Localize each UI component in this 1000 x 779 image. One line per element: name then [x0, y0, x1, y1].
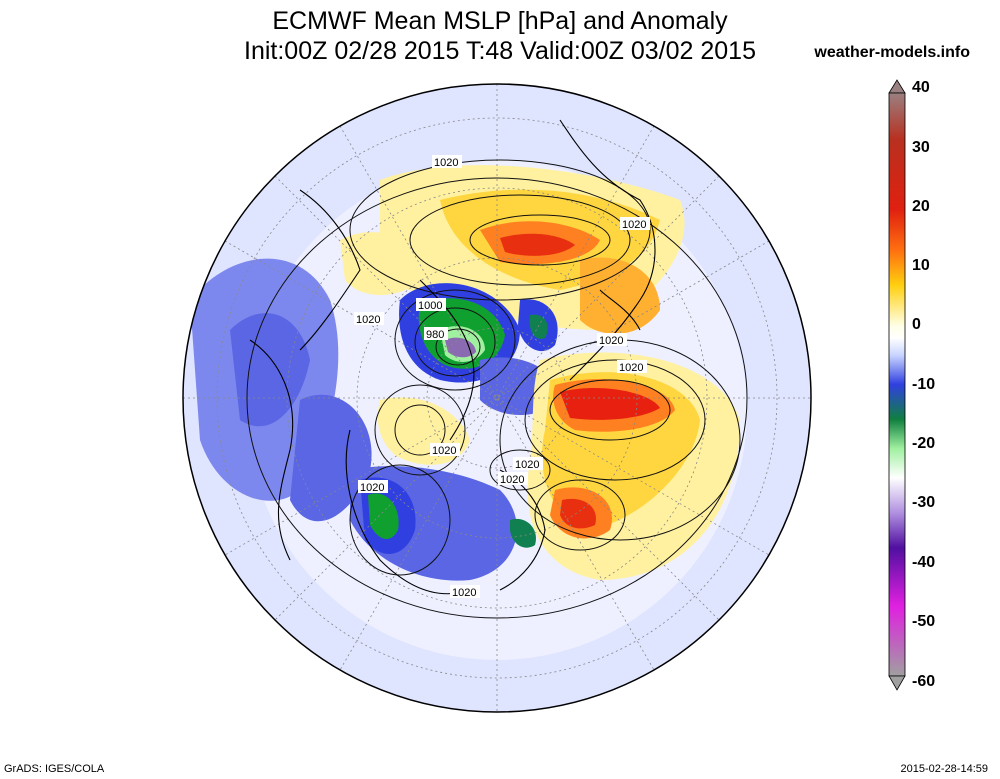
svg-text:1000: 1000: [418, 300, 442, 312]
footer-timestamp: 2015-02-28-14:59: [900, 763, 988, 775]
contour-labels: 1020 1020 1020 1000 980 1020 1020 1020 1…: [354, 155, 650, 599]
footer-software-credit: GrADS: IGES/COLA: [4, 763, 105, 775]
graticule: [183, 84, 811, 712]
isobars: [246, 159, 748, 619]
colorbar: [888, 79, 906, 691]
svg-text:1020: 1020: [622, 219, 646, 231]
contour-label: 1020: [617, 360, 647, 374]
svg-text:1020: 1020: [500, 474, 524, 486]
svg-text:1020: 1020: [360, 482, 384, 494]
colorbar-tick: -20: [912, 435, 936, 452]
chart-title: ECMWF Mean MSLP [hPa] and Anomaly: [272, 7, 728, 35]
colorbar-gradient: [888, 92, 906, 677]
svg-text:1020: 1020: [452, 587, 476, 599]
colorbar-bottom-arrow: [888, 675, 906, 691]
contour-label: 1020: [620, 217, 650, 231]
chart-subtitle: Init:00Z 02/28 2015 T:48 Valid:00Z 03/02…: [244, 37, 756, 65]
svg-text:1020: 1020: [599, 335, 623, 347]
colorbar-tick: 10: [912, 257, 930, 274]
contour-label: 1020: [450, 585, 480, 599]
colorbar-tick: 30: [912, 139, 930, 156]
contour-label: 1020: [430, 443, 460, 457]
svg-text:1020: 1020: [432, 445, 456, 457]
contour-label: 1020: [498, 472, 528, 486]
contour-label: 1000: [416, 298, 446, 312]
globe-outline: [182, 83, 812, 713]
colorbar-tick: -10: [912, 376, 936, 393]
contour-label: 1020: [432, 155, 462, 169]
colorbar-tick: 20: [912, 198, 930, 215]
contour-label: 1020: [358, 480, 388, 494]
contour-label: 980: [424, 327, 448, 341]
colorbar-tick: -50: [912, 613, 936, 630]
site-credit: weather-models.info: [814, 44, 970, 61]
colorbar-tick: 0: [912, 316, 921, 333]
colorbar-tick: 40: [912, 79, 930, 96]
colorbar-tick: -60: [912, 673, 936, 690]
svg-text:1020: 1020: [515, 459, 539, 471]
svg-text:1020: 1020: [356, 314, 380, 326]
svg-text:980: 980: [426, 329, 444, 341]
contour-label: 1020: [354, 312, 384, 326]
contour-label: 1020: [597, 333, 627, 347]
colorbar-tick: -30: [912, 494, 936, 511]
colorbar-tick: -40: [912, 554, 936, 571]
svg-text:1020: 1020: [434, 157, 458, 169]
anomaly-shading: [183, 84, 811, 712]
svg-text:1020: 1020: [619, 362, 643, 374]
colorbar-top-arrow: [888, 79, 906, 94]
contour-label: 1020: [513, 457, 543, 471]
